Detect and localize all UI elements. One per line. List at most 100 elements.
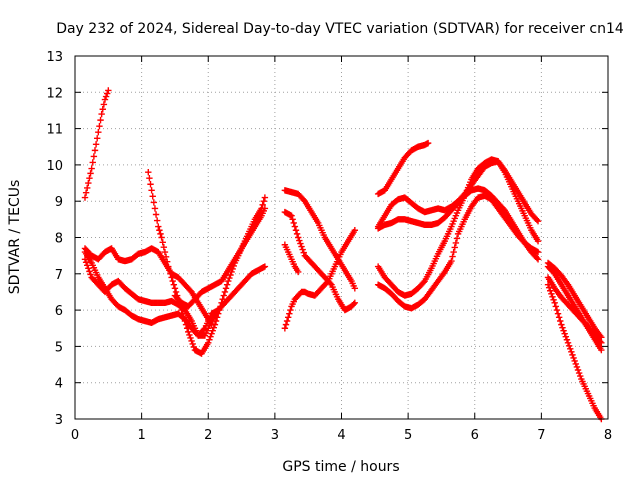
data-point-marker [451, 244, 458, 251]
data-point-marker [82, 259, 90, 266]
x-tick-label: 8 [604, 428, 612, 443]
data-point-marker [189, 340, 196, 348]
data-point-marker [571, 357, 578, 365]
data-point-marker [550, 296, 557, 304]
data-point-marker [215, 310, 222, 317]
data-point-marker [534, 237, 542, 245]
data-point-marker [170, 281, 178, 288]
x-tick-label: 2 [204, 428, 212, 443]
data-point-marker [298, 243, 305, 250]
data-point-marker [283, 317, 291, 325]
y-tick-label: 13 [46, 50, 63, 65]
data-point-marker [549, 293, 556, 300]
data-point-marker [534, 217, 542, 225]
data-point-marker [96, 122, 103, 130]
y-tick-label: 9 [55, 195, 63, 210]
data-point-marker [188, 337, 195, 345]
data-point-marker [186, 331, 193, 339]
data-point-marker [85, 265, 92, 272]
data-point-marker [218, 299, 225, 307]
data-point-marker [287, 306, 294, 314]
data-point-marker [327, 280, 334, 287]
data-point-marker [296, 237, 303, 244]
data-point-marker [187, 334, 194, 342]
x-tick-label: 6 [471, 428, 479, 443]
series-track-02 [81, 245, 215, 328]
data-point-marker [291, 223, 299, 230]
y-tick-label: 11 [46, 123, 63, 138]
data-point-marker [424, 139, 432, 147]
x-tick-label: 0 [71, 428, 79, 443]
data-point-marker [575, 369, 583, 377]
data-point-marker [153, 217, 161, 224]
data-point-marker [208, 330, 215, 337]
data-point-marker [181, 317, 189, 325]
series-track-11 [374, 139, 432, 198]
data-point-marker [226, 274, 233, 282]
x-tick-label: 3 [271, 428, 279, 443]
data-point-marker [160, 243, 168, 251]
data-point-marker [190, 343, 198, 351]
data-point-marker [163, 258, 171, 265]
data-point-marker [553, 306, 561, 314]
data-point-marker [222, 285, 230, 292]
series-track-10 [281, 241, 302, 276]
data-point-marker [171, 285, 179, 292]
data-point-marker [217, 303, 224, 310]
data-point-marker [533, 254, 541, 262]
data-point-marker [151, 205, 159, 212]
series-track-15 [374, 192, 542, 312]
data-point-marker [281, 325, 289, 332]
data-point-marker [221, 288, 229, 296]
data-point-marker [219, 296, 226, 303]
series-track-18 [544, 263, 605, 354]
data-point-marker [453, 235, 461, 242]
data-point-marker [90, 153, 98, 160]
data-point-marker [293, 230, 301, 238]
data-point-marker [180, 314, 188, 321]
data-point-marker [162, 253, 170, 261]
data-point-marker [225, 277, 232, 285]
data-point-marker [84, 184, 91, 192]
data-point-marker [548, 290, 555, 297]
data-point-marker [261, 263, 269, 270]
data-point-marker [551, 299, 558, 307]
data-point-marker [260, 198, 267, 205]
data-point-marker [552, 303, 560, 310]
data-point-marker [558, 321, 565, 328]
data-point-marker [206, 336, 213, 343]
data-layer [81, 87, 605, 423]
data-point-marker [91, 147, 99, 154]
y-tick-label: 10 [46, 159, 63, 174]
data-point-marker [574, 366, 582, 374]
data-point-marker [185, 328, 192, 336]
data-point-marker [297, 240, 304, 247]
series-track-08 [281, 187, 359, 292]
data-point-marker [89, 159, 96, 166]
data-point-marker [87, 271, 94, 278]
data-point-marker [100, 101, 108, 108]
data-point-marker [167, 270, 174, 277]
data-point-marker [86, 175, 93, 182]
data-point-marker [573, 363, 581, 371]
data-point-marker [147, 181, 154, 188]
data-point-marker [94, 135, 101, 142]
data-point-marker [449, 253, 456, 260]
data-point-marker [158, 234, 165, 241]
data-point-marker [545, 284, 553, 291]
data-point-marker [560, 327, 567, 334]
data-point-marker [448, 257, 455, 265]
data-point-marker [547, 287, 554, 294]
data-point-marker [81, 194, 89, 201]
data-point-marker [99, 106, 106, 113]
series-track-09 [281, 208, 359, 314]
x-tick-label: 7 [537, 428, 545, 443]
series-track-06 [171, 205, 269, 310]
data-point-marker [568, 348, 575, 356]
series-track-14 [374, 156, 542, 299]
data-point-marker [155, 223, 162, 230]
y-tick-label: 7 [55, 268, 63, 283]
data-point-marker [165, 263, 172, 270]
data-point-marker [285, 314, 292, 321]
